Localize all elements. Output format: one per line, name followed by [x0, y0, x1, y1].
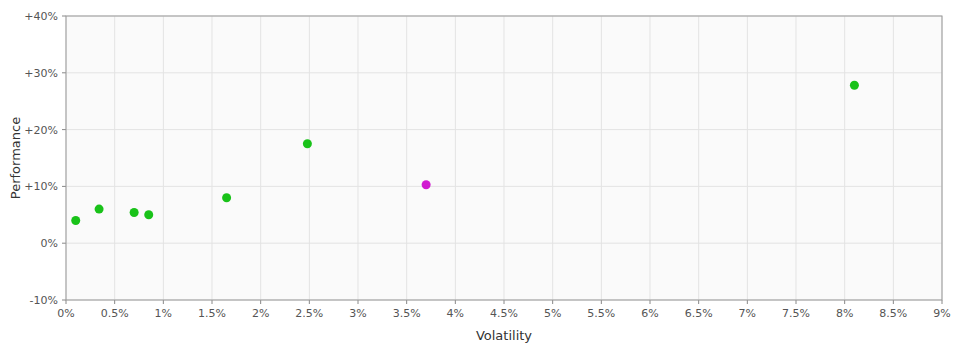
y-tick-label: +30% [24, 67, 58, 80]
x-tick-label: 7.5% [782, 307, 810, 320]
x-tick [163, 300, 164, 304]
y-grid-line [66, 186, 942, 187]
x-tick [601, 300, 602, 304]
x-grid-line [358, 16, 359, 300]
scatter-point [71, 216, 80, 225]
x-tick-label: 4.5% [490, 307, 518, 320]
x-tick [114, 300, 115, 304]
y-tick [62, 129, 66, 130]
x-tick-label: 7% [739, 307, 756, 320]
y-axis-label: Performance [8, 117, 23, 199]
x-tick-label: 5.5% [587, 307, 615, 320]
plot-background [66, 16, 942, 300]
x-tick-label: 2.5% [295, 307, 323, 320]
scatter-point [222, 193, 231, 202]
x-tick [552, 300, 553, 304]
y-tick [62, 300, 66, 301]
x-tick-label: 6.5% [685, 307, 713, 320]
grid [66, 16, 942, 300]
y-tick-label: +20% [24, 124, 58, 137]
y-tick-label: +40% [24, 10, 58, 23]
x-tick [893, 300, 894, 304]
x-grid-line [552, 16, 553, 300]
x-grid-line [114, 16, 115, 300]
x-grid-line [698, 16, 699, 300]
y-tick [62, 243, 66, 244]
x-grid-line [650, 16, 651, 300]
x-tick-label: 9% [933, 307, 950, 320]
x-tick [650, 300, 651, 304]
x-tick-label: 4% [447, 307, 464, 320]
x-tick-label: 2% [252, 307, 269, 320]
scatter-point [130, 208, 139, 217]
x-tick-label: 0% [57, 307, 74, 320]
x-tick [309, 300, 310, 304]
x-tick [212, 300, 213, 304]
scatter-point [303, 139, 312, 148]
x-tick-label: 3.5% [393, 307, 421, 320]
x-grid-line [747, 16, 748, 300]
y-tick-label: 0% [41, 237, 58, 250]
x-tick [747, 300, 748, 304]
x-grid-line [309, 16, 310, 300]
points [71, 81, 859, 225]
plot-frame [66, 16, 942, 300]
x-tick [942, 300, 943, 304]
x-tick-label: 0.5% [101, 307, 129, 320]
y-tick [62, 186, 66, 187]
x-grid-line [893, 16, 894, 300]
x-grid-line [406, 16, 407, 300]
scatter-point [95, 205, 104, 214]
x-tick [796, 300, 797, 304]
x-tick [358, 300, 359, 304]
x-axis-label: Volatility [476, 328, 532, 343]
y-tick-label: -10% [30, 294, 58, 307]
x-tick-label: 1.5% [198, 307, 226, 320]
x-grid-line [455, 16, 456, 300]
scatter-point [144, 210, 153, 219]
chart-svg: 0% 0.5% 1% 1.5% 2% 2.5% 3% 3.5% 4% 4.5% 5% 5.5% 6% 6.… [0, 0, 966, 350]
x-grid-line [504, 16, 505, 300]
y-tick [62, 16, 66, 17]
scatter-point [850, 81, 859, 90]
x-tick [66, 300, 67, 304]
x-grid-line [212, 16, 213, 300]
x-grid-line [601, 16, 602, 300]
x-tick-label: 1% [155, 307, 172, 320]
x-tick-label: 8.5% [879, 307, 907, 320]
x-tick [406, 300, 407, 304]
y-tick [62, 72, 66, 73]
y-grid-line [66, 72, 942, 73]
x-tick-label: 3% [349, 307, 366, 320]
x-tick [260, 300, 261, 304]
x-tick-label: 8% [836, 307, 853, 320]
y-tick-label: +10% [24, 180, 58, 193]
x-tick [455, 300, 456, 304]
x-tick [844, 300, 845, 304]
x-tick [504, 300, 505, 304]
x-tick [698, 300, 699, 304]
x-tick-label: 5% [544, 307, 561, 320]
x-grid-line [163, 16, 164, 300]
x-grid-line [260, 16, 261, 300]
y-grid-line [66, 243, 942, 244]
chart-container: 0% 0.5% 1% 1.5% 2% 2.5% 3% 3.5% 4% 4.5% 5% 5.5% 6% 6.… [0, 0, 966, 350]
x-grid-line [796, 16, 797, 300]
y-grid-line [66, 129, 942, 130]
x-tick-label: 6% [641, 307, 658, 320]
x-grid-line [844, 16, 845, 300]
scatter-point [422, 180, 431, 189]
